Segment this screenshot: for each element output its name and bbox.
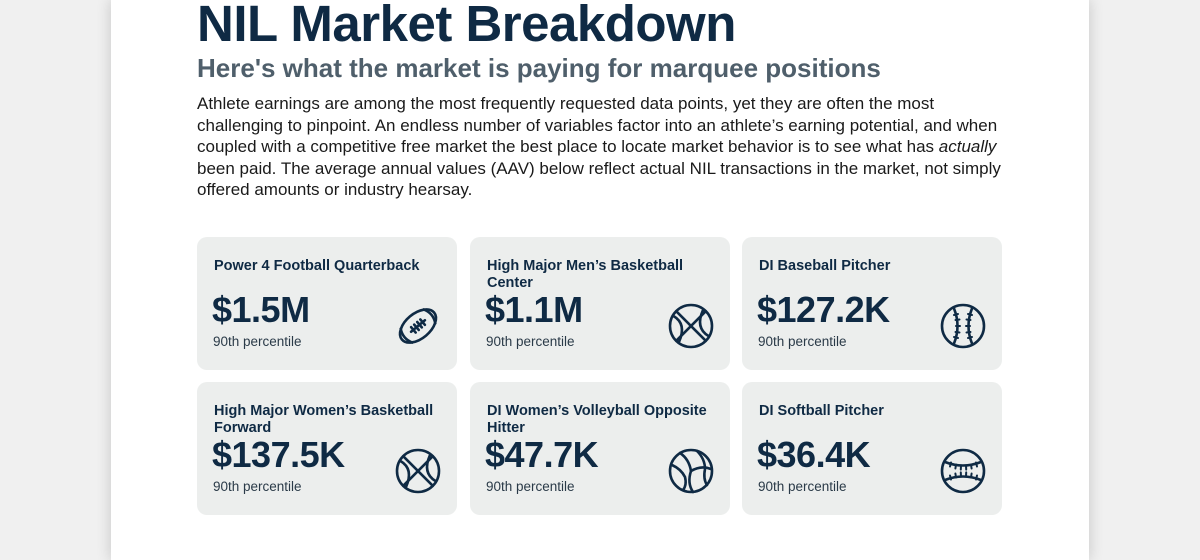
page-title: NIL Market Breakdown (197, 0, 736, 52)
page-subtitle: Here's what the market is paying for mar… (197, 53, 881, 83)
card-title: High Major Women’s Basketball Forward (214, 403, 434, 436)
stat-card-baseball-pitcher: DI Baseball Pitcher $127.2K 90th percent… (742, 237, 1002, 370)
card-note: 90th percentile (486, 334, 575, 349)
volleyball-icon (667, 447, 715, 495)
stat-card-womens-basketball-forward: High Major Women’s Basketball Forward $1… (197, 382, 457, 515)
card-value: $127.2K (757, 289, 890, 330)
card-value: $1.1M (485, 289, 583, 330)
card-title: DI Baseball Pitcher (759, 258, 891, 274)
card-note: 90th percentile (213, 479, 302, 494)
card-title: High Major Men’s Basketball Center (487, 258, 684, 291)
stat-card-softball-pitcher: DI Softball Pitcher $36.4K 90th percenti… (742, 382, 1002, 515)
card-note: 90th percentile (758, 334, 847, 349)
football-icon (394, 302, 442, 350)
card-title: DI Women’s Volleyball Opposite Hitter (487, 403, 707, 436)
card-title: DI Softball Pitcher (759, 403, 884, 419)
stat-card-volleyball-opposite-hitter: DI Women’s Volleyball Opposite Hitter $4… (470, 382, 730, 515)
softball-icon (939, 447, 987, 495)
card-note: 90th percentile (486, 479, 575, 494)
basketball-icon (394, 447, 442, 495)
intro-paragraph: Athlete earnings are among the most freq… (197, 93, 1007, 201)
intro-text-end: been paid. The average annual values (AA… (197, 158, 1001, 200)
baseball-icon (939, 302, 987, 350)
stat-card-football-qb: Power 4 Football Quarterback $1.5M 90th … (197, 237, 457, 370)
basketball-icon (667, 302, 715, 350)
intro-emphasis: actually (938, 137, 997, 156)
stat-card-mens-basketball-center: High Major Men’s Basketball Center $1.1M… (470, 237, 730, 370)
card-note: 90th percentile (758, 479, 847, 494)
card-value: $137.5K (212, 434, 345, 475)
card-value: $36.4K (757, 434, 871, 475)
card-title: Power 4 Football Quarterback (214, 258, 420, 274)
intro-text: Athlete earnings are among the most freq… (197, 94, 998, 156)
card-value: $1.5M (212, 289, 310, 330)
card-note: 90th percentile (213, 334, 302, 349)
card-value: $47.7K (485, 434, 599, 475)
